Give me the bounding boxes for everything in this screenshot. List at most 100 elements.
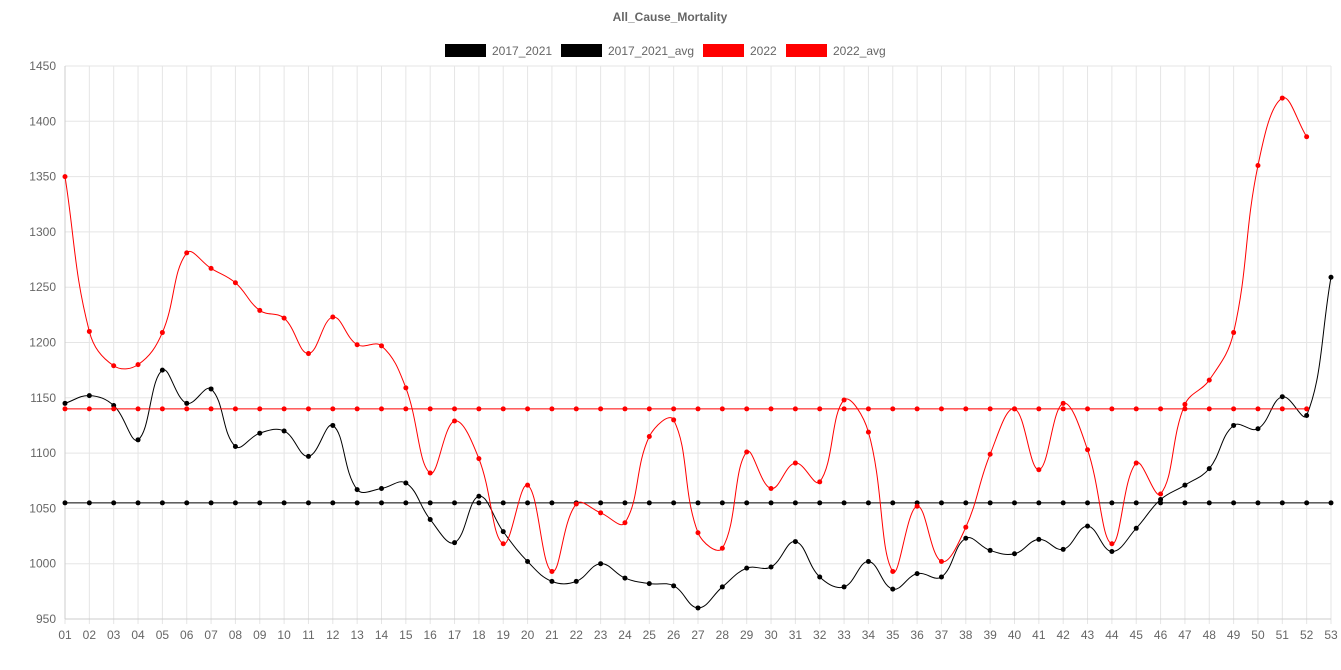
data-point <box>330 406 336 412</box>
data-point <box>62 400 68 406</box>
x-tick-label: 17 <box>448 628 462 642</box>
data-point <box>622 575 628 581</box>
data-point <box>452 406 458 412</box>
x-tick-label: 48 <box>1203 628 1217 642</box>
data-point <box>671 583 677 589</box>
data-point <box>817 574 823 580</box>
data-point <box>379 485 384 491</box>
data-point <box>281 406 287 412</box>
data-point <box>768 406 774 412</box>
legend: 2017_2021 2017_2021_avg 2022 2022_avg <box>445 44 886 58</box>
x-tick-label: 36 <box>910 628 924 642</box>
legend-swatch <box>703 44 744 57</box>
data-point <box>938 558 944 564</box>
data-point <box>525 558 531 564</box>
data-point <box>1085 447 1091 453</box>
data-point <box>525 482 531 488</box>
chart-title: All_Cause_Mortality <box>613 10 728 24</box>
data-point <box>403 385 409 391</box>
data-point <box>403 406 409 412</box>
data-point <box>1206 377 1212 383</box>
data-point <box>232 443 238 449</box>
data-point <box>549 568 555 574</box>
x-tick-label: 09 <box>253 628 267 642</box>
data-point <box>890 586 896 592</box>
data-point <box>914 406 920 412</box>
data-point <box>232 500 238 506</box>
data-point <box>987 451 993 457</box>
plot-area <box>62 95 1334 611</box>
data-point <box>1304 406 1310 412</box>
data-point <box>62 174 68 180</box>
y-tick-label: 1400 <box>29 114 56 128</box>
data-point <box>1206 406 1212 412</box>
data-point <box>671 417 677 423</box>
data-point <box>1182 482 1188 488</box>
data-point <box>1158 406 1164 412</box>
data-point <box>86 393 92 399</box>
data-point <box>817 406 823 412</box>
data-point <box>841 584 847 590</box>
data-point <box>208 386 214 392</box>
x-tick-label: 16 <box>424 628 438 642</box>
y-tick-label: 1450 <box>29 59 56 73</box>
data-point <box>817 500 823 506</box>
data-point <box>768 485 774 491</box>
x-tick-label: 11 <box>302 628 315 642</box>
data-point <box>1133 525 1139 531</box>
series-2017_2021 <box>62 274 1334 611</box>
x-tick-label: 05 <box>156 628 170 642</box>
legend-label: 2017_2021 <box>492 44 552 58</box>
data-point <box>1060 406 1066 412</box>
x-tick-label: 03 <box>107 628 121 642</box>
data-point <box>354 406 360 412</box>
data-point <box>1231 500 1237 506</box>
data-point <box>208 500 214 506</box>
data-point <box>281 315 287 321</box>
data-point <box>1036 500 1042 506</box>
data-point <box>135 500 141 506</box>
legend-label: 2017_2021_avg <box>608 44 694 58</box>
data-point <box>987 500 993 506</box>
data-point <box>184 400 190 406</box>
x-tick-label: 41 <box>1032 628 1046 642</box>
data-point <box>890 500 896 506</box>
x-tick-label: 46 <box>1154 628 1168 642</box>
data-point <box>159 500 165 506</box>
data-point <box>379 343 384 349</box>
data-point <box>938 500 944 506</box>
data-point <box>744 406 750 412</box>
data-point <box>841 406 847 412</box>
data-point <box>1085 406 1091 412</box>
data-point <box>792 500 798 506</box>
data-point <box>1255 406 1261 412</box>
data-point <box>1012 551 1017 557</box>
data-point <box>452 540 458 546</box>
data-point <box>1060 400 1066 406</box>
x-tick-label: 33 <box>837 628 851 642</box>
data-point <box>86 500 92 506</box>
data-point <box>1304 412 1310 418</box>
data-point <box>427 516 433 522</box>
y-tick-label: 1150 <box>30 391 56 405</box>
data-point <box>1279 406 1285 412</box>
data-point <box>330 500 336 506</box>
legend-label: 2022 <box>750 44 777 58</box>
data-point <box>1206 466 1212 472</box>
x-tick-label: 26 <box>667 628 681 642</box>
data-point <box>1060 500 1066 506</box>
data-point <box>646 500 652 506</box>
data-point <box>695 530 701 536</box>
x-tick-label: 18 <box>472 628 486 642</box>
x-tick-label: 31 <box>789 628 803 642</box>
data-point <box>111 406 117 412</box>
data-point <box>1255 426 1261 432</box>
x-tick-label: 28 <box>716 628 730 642</box>
data-point <box>671 406 677 412</box>
data-point <box>719 545 725 551</box>
data-point <box>792 460 798 466</box>
data-point <box>1279 95 1285 101</box>
data-point <box>598 510 604 516</box>
legend-swatch <box>561 44 602 57</box>
data-point <box>427 406 433 412</box>
